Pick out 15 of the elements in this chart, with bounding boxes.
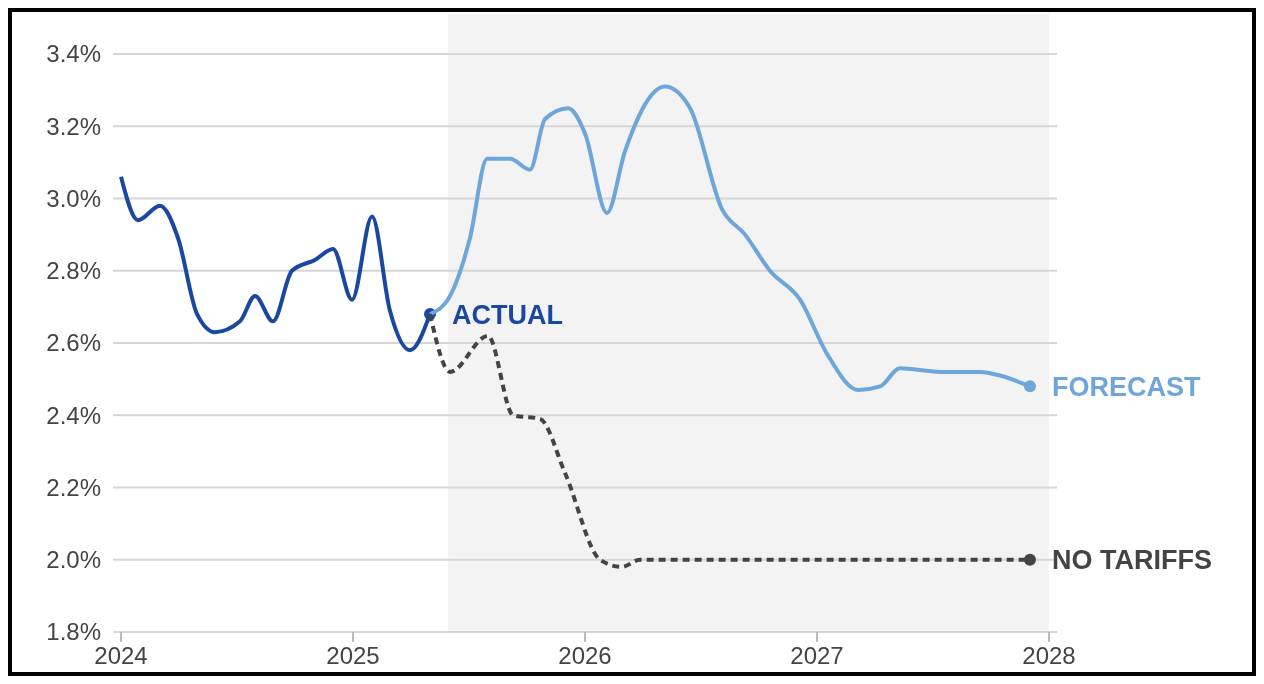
y-tick-label: 3.2% <box>46 112 101 140</box>
x-tick-label: 2026 <box>558 642 612 669</box>
series-label: NO TARIFFS <box>1051 545 1212 576</box>
x-tick-label: 2028 <box>1022 642 1076 669</box>
y-tick-label: 2.2% <box>46 473 101 501</box>
y-tick-label: 2.4% <box>46 401 101 429</box>
y-tick-label: 2.6% <box>46 329 101 357</box>
y-tick-label: 2.0% <box>46 546 101 574</box>
x-tick-label: 2027 <box>790 642 844 669</box>
x-tick-label: 2025 <box>326 642 380 669</box>
y-tick-label: 2.8% <box>46 257 101 285</box>
y-tick-label: 3.4% <box>46 40 101 68</box>
series-label: FORECAST <box>1051 371 1201 402</box>
series-label: ACTUAL <box>452 299 564 330</box>
y-tick-label: 3.0% <box>46 184 101 212</box>
